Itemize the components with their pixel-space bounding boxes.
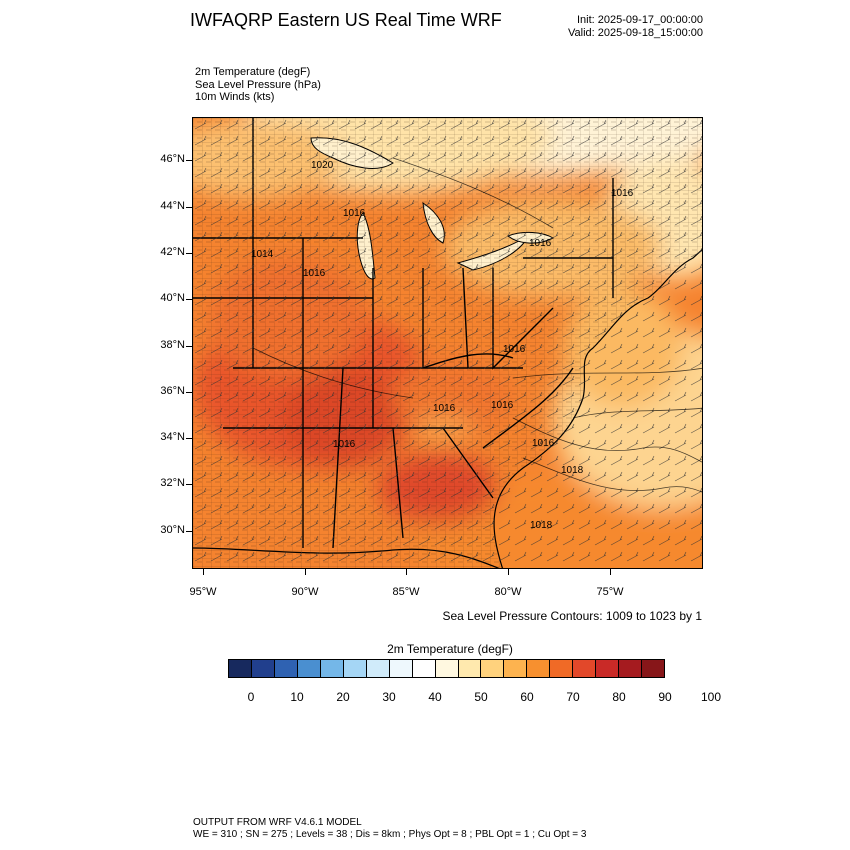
slp-label: 1016	[333, 439, 356, 450]
lon-label: 75°W	[596, 586, 624, 598]
colorbar-swatch	[596, 660, 620, 677]
variable-temperature: 2m Temperature (degF)	[195, 66, 311, 78]
colorbar-swatch	[320, 660, 344, 677]
colorbar-label: 50	[474, 690, 488, 704]
colorbar-title: 2m Temperature (degF)	[387, 642, 513, 656]
colorbar-label: 0	[247, 690, 255, 704]
model-footer: OUTPUT FROM WRF V4.6.1 MODEL WE = 310 ; …	[193, 817, 586, 840]
colorbar-label: 60	[520, 690, 534, 704]
lon-tick	[406, 569, 407, 575]
slp-label: 1018	[561, 465, 584, 476]
variable-list: 2m Temperature (degF) Sea Level Pressure…	[195, 66, 321, 104]
colorbar-swatch	[619, 660, 643, 677]
lat-tick	[186, 531, 192, 532]
lat-label: 40°N	[160, 292, 185, 304]
colorbar-label: 40	[428, 690, 442, 704]
lon-tick	[203, 569, 204, 575]
variable-pressure: Sea Level Pressure (hPa)	[195, 78, 321, 91]
slp-label: 1016	[433, 403, 456, 414]
slp-label: 1014	[251, 249, 274, 260]
map-graphic	[193, 118, 702, 568]
lat-tick	[186, 299, 192, 300]
lat-tick	[186, 392, 192, 393]
lat-tick	[186, 438, 192, 439]
lat-tick	[186, 346, 192, 347]
lat-label: 30°N	[160, 524, 185, 536]
contour-note: Sea Level Pressure Contours: 1009 to 102…	[442, 609, 703, 623]
slp-label: 1016	[611, 188, 634, 199]
lat-tick	[186, 207, 192, 208]
time-info: Init: 2025-09-17_00:00:00 Valid: 2025-09…	[520, 14, 703, 40]
lat-label: 38°N	[160, 339, 185, 351]
colorbar-swatch	[412, 660, 436, 677]
colorbar-swatch	[481, 660, 505, 677]
colorbar-swatch	[251, 660, 275, 677]
colorbar-swatch	[550, 660, 574, 677]
colorbar-swatch	[527, 660, 551, 677]
slp-label: 1016	[532, 438, 555, 449]
slp-label: 1016	[529, 238, 552, 249]
lat-label: 44°N	[160, 200, 185, 212]
colorbar-swatch	[573, 660, 597, 677]
colorbar-label: 30	[382, 690, 396, 704]
pressure-contours	[252, 157, 702, 493]
map-panel: 1020 1016 1014 1016 1016 1016 1016 1016 …	[192, 117, 703, 569]
chart-title: IWFAQRP Eastern US Real Time WRF	[190, 10, 502, 30]
colorbar-label: 10	[290, 690, 304, 704]
slp-label: 1018	[530, 520, 553, 531]
colorbar	[228, 659, 665, 678]
lat-label: 46°N	[160, 153, 185, 165]
footer-line-1: OUTPUT FROM WRF V4.6.1 MODEL	[193, 817, 362, 828]
lat-tick	[186, 484, 192, 485]
colorbar-swatch	[229, 660, 252, 677]
lat-tick	[186, 253, 192, 254]
lat-label: 32°N	[160, 477, 185, 489]
lon-label: 90°W	[291, 586, 319, 598]
colorbar-swatch	[297, 660, 321, 677]
lat-label: 34°N	[160, 431, 185, 443]
slp-label: 1016	[503, 344, 526, 355]
slp-label: 1020	[311, 160, 334, 171]
colorbar-label: 20	[336, 690, 350, 704]
slp-label: 1016	[343, 208, 366, 219]
slp-label: 1016	[491, 400, 514, 411]
lat-label: 36°N	[160, 385, 185, 397]
colorbar-swatch	[274, 660, 298, 677]
colorbar-swatch	[389, 660, 413, 677]
colorbar-label: 70	[566, 690, 580, 704]
lon-label: 85°W	[392, 586, 420, 598]
valid-time: Valid: 2025-09-18_15:00:00	[568, 27, 703, 39]
lon-tick	[508, 569, 509, 575]
slp-label: 1016	[303, 268, 326, 279]
lat-tick	[186, 160, 192, 161]
lat-label: 42°N	[160, 246, 185, 258]
lon-tick	[610, 569, 611, 575]
colorbar-swatch	[366, 660, 390, 677]
footer-line-2: WE = 310 ; SN = 275 ; Levels = 38 ; Dis …	[193, 828, 587, 840]
init-time: Init: 2025-09-17_00:00:00	[577, 14, 703, 26]
colorbar-swatch	[504, 660, 528, 677]
colorbar-swatch	[435, 660, 459, 677]
colorbar-swatch	[458, 660, 482, 677]
variable-winds: 10m Winds (kts)	[195, 91, 275, 103]
lon-label: 80°W	[494, 586, 522, 598]
colorbar-label: 80	[612, 690, 626, 704]
colorbar-swatch	[642, 660, 665, 677]
lon-label: 95°W	[189, 586, 217, 598]
colorbar-label: 90	[658, 690, 672, 704]
lon-tick	[305, 569, 306, 575]
colorbar-swatch	[343, 660, 367, 677]
colorbar-label: 100	[700, 690, 722, 704]
